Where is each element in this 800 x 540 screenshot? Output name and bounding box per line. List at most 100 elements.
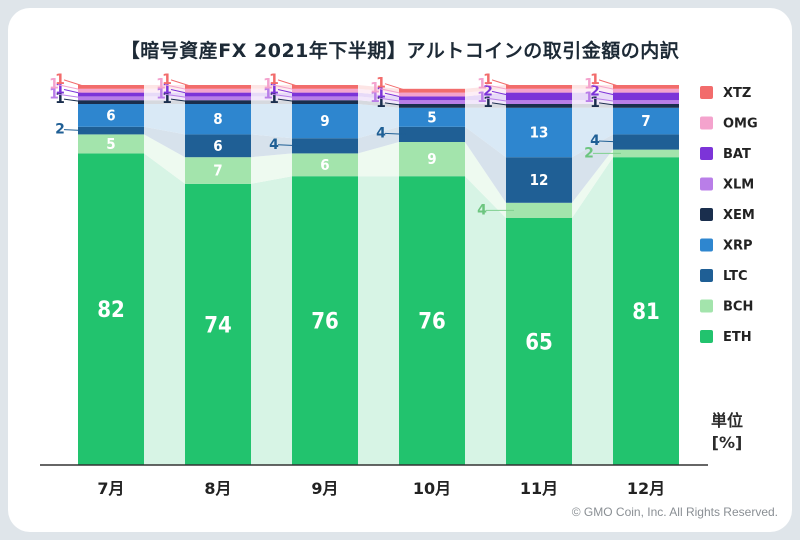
callout-line: [491, 90, 515, 97]
connector-band: [465, 104, 506, 108]
data-label: 81: [632, 300, 660, 325]
bar-segment: [399, 176, 465, 465]
legend-label: ETH: [723, 330, 752, 345]
unit-label: 単位 [%]: [700, 410, 754, 454]
callout-line: [170, 89, 194, 95]
bar-segment: [292, 153, 358, 177]
callout-line: [384, 102, 408, 107]
legend-swatch: [700, 147, 713, 160]
data-label: 6: [213, 137, 222, 155]
connector-band: [358, 92, 399, 101]
bar-segment: [613, 157, 679, 465]
callout-label: 1: [162, 91, 172, 107]
callout-line: [384, 92, 408, 99]
x-tick-label: 9月: [311, 479, 338, 498]
callout-line: [378, 97, 408, 103]
bar-segment: [292, 176, 358, 465]
bar-segment: [506, 202, 572, 218]
data-label: 76: [418, 310, 446, 335]
connector-band: [144, 153, 185, 465]
data-label: 74: [204, 313, 232, 338]
callout-line: [277, 79, 301, 88]
callout-label: 1: [584, 77, 594, 93]
connector-band: [144, 100, 185, 104]
callout-line: [592, 97, 622, 103]
data-label: 6: [320, 156, 329, 174]
bar-segment: [185, 104, 251, 135]
connector-band: [465, 176, 506, 465]
bar-segment: [506, 104, 572, 108]
callout-label: 1: [269, 72, 279, 88]
connector-band: [572, 104, 613, 108]
bar-segment: [506, 157, 572, 203]
callout-label: 1: [55, 72, 65, 88]
callout-line: [63, 79, 87, 88]
bar-segment: [506, 92, 572, 101]
callout-label: 1: [376, 76, 386, 92]
bar-segment: [185, 85, 251, 89]
bar-segment: [506, 100, 572, 104]
callout-line: [378, 88, 408, 95]
callout-line: [485, 97, 515, 103]
callout-line: [63, 89, 87, 95]
bar-segment: [292, 100, 358, 104]
callout-line: [598, 90, 622, 97]
bar-segment: [292, 104, 358, 139]
connector-band: [144, 85, 185, 89]
callout-label: 4: [590, 133, 600, 149]
connector-band: [251, 134, 292, 158]
callout-label: 2: [483, 83, 493, 99]
callout-line: [164, 93, 194, 99]
bar-segment: [292, 96, 358, 101]
data-label: 12: [530, 171, 549, 189]
connector-band: [572, 85, 613, 89]
callout-line: [57, 84, 87, 92]
callout-label: 1: [590, 95, 600, 111]
connector-band: [144, 104, 185, 135]
callout-line: [170, 98, 194, 103]
callout-line: [271, 93, 301, 99]
callout-label: 2: [584, 145, 594, 161]
connector-band: [358, 100, 399, 108]
legend-label: XTZ: [723, 86, 751, 101]
callout-label: 1: [55, 91, 65, 107]
connector-band: [572, 157, 613, 465]
legend-label: XLM: [723, 178, 754, 193]
callout-line: [277, 144, 301, 147]
legend-label: BCH: [723, 300, 753, 315]
legend-swatch: [700, 238, 713, 252]
connector-band: [465, 92, 506, 101]
callout-label: 1: [269, 82, 279, 98]
bar-segment: [185, 96, 251, 101]
bar-segment: [78, 85, 144, 89]
bar-segment: [292, 85, 358, 89]
bar-segment: [292, 88, 358, 93]
connector-band: [251, 85, 292, 89]
callout-line: [491, 102, 515, 107]
callout-label: 1: [55, 82, 65, 98]
bar-segment: [613, 100, 679, 104]
legend-label: LTC: [723, 269, 748, 284]
callout-label: 1: [590, 72, 600, 88]
data-label: 82: [97, 298, 125, 323]
connector-band: [465, 126, 506, 203]
legend-label: XRP: [723, 239, 753, 254]
bar-segment: [399, 100, 465, 104]
callout-label: 2: [590, 83, 600, 99]
connector-band: [251, 88, 292, 93]
bar-segment: [78, 104, 144, 127]
callout-label: 4: [477, 202, 487, 218]
connector-band: [572, 107, 613, 158]
connector-band: [572, 92, 613, 101]
callout-line: [592, 84, 622, 92]
bar-segment: [78, 153, 144, 465]
bar-segment: [399, 96, 465, 101]
bar-segment: [613, 85, 679, 89]
callout-label: 2: [55, 122, 65, 138]
callout-line: [277, 89, 301, 95]
callout-line: [491, 79, 515, 88]
connector-band: [144, 88, 185, 93]
callout-label: 1: [370, 90, 380, 106]
callout-label: 1: [370, 81, 380, 97]
bar-segment: [292, 92, 358, 97]
